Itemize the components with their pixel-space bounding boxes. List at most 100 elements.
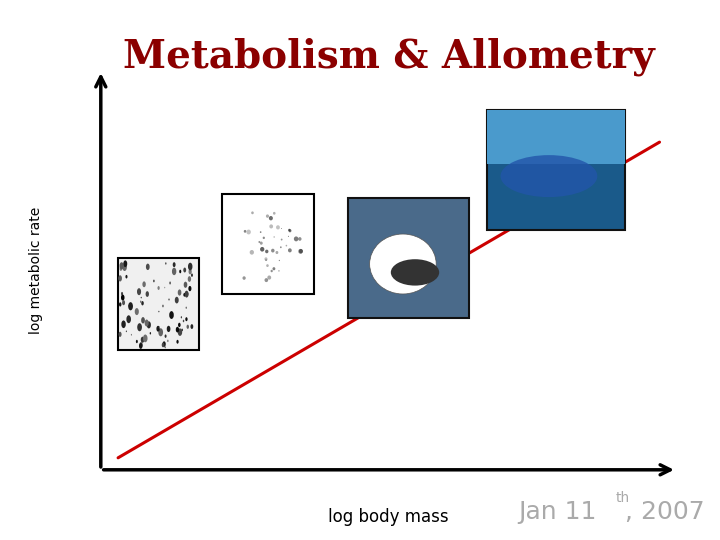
Ellipse shape [179, 269, 181, 273]
Ellipse shape [269, 225, 273, 228]
Ellipse shape [500, 155, 598, 197]
Ellipse shape [140, 297, 142, 299]
Ellipse shape [131, 334, 132, 336]
Ellipse shape [243, 276, 246, 280]
Ellipse shape [137, 288, 141, 295]
Ellipse shape [143, 281, 146, 287]
Ellipse shape [136, 340, 138, 343]
Ellipse shape [167, 326, 171, 332]
Ellipse shape [178, 323, 181, 327]
Ellipse shape [184, 282, 187, 288]
Ellipse shape [127, 315, 131, 323]
Ellipse shape [167, 340, 168, 342]
Ellipse shape [145, 291, 149, 297]
Bar [118, 258, 199, 350]
Ellipse shape [267, 275, 271, 280]
Ellipse shape [263, 237, 265, 239]
Ellipse shape [135, 308, 139, 315]
Ellipse shape [162, 343, 164, 347]
Ellipse shape [146, 264, 150, 270]
Ellipse shape [121, 294, 125, 301]
Bar [222, 194, 314, 294]
Text: log body mass: log body mass [328, 508, 449, 525]
Ellipse shape [158, 310, 159, 312]
Ellipse shape [125, 275, 127, 279]
Ellipse shape [118, 275, 122, 281]
Ellipse shape [150, 332, 151, 334]
Ellipse shape [143, 334, 148, 342]
Ellipse shape [172, 268, 176, 275]
Ellipse shape [184, 268, 186, 273]
Ellipse shape [244, 230, 246, 233]
Ellipse shape [298, 237, 302, 241]
Ellipse shape [269, 216, 273, 220]
Ellipse shape [251, 211, 253, 214]
Ellipse shape [260, 247, 264, 252]
Bar [348, 198, 469, 318]
Ellipse shape [189, 286, 192, 291]
Ellipse shape [276, 251, 279, 254]
Ellipse shape [286, 245, 287, 246]
Bar [487, 110, 625, 230]
Ellipse shape [163, 341, 166, 347]
Ellipse shape [186, 292, 189, 296]
Ellipse shape [181, 329, 183, 331]
Ellipse shape [250, 250, 254, 255]
Ellipse shape [272, 267, 275, 271]
Ellipse shape [140, 336, 144, 343]
Ellipse shape [281, 239, 282, 240]
Ellipse shape [123, 260, 127, 267]
Ellipse shape [158, 328, 163, 336]
Ellipse shape [298, 249, 302, 254]
Ellipse shape [176, 340, 179, 343]
Ellipse shape [158, 286, 160, 290]
Ellipse shape [191, 273, 193, 277]
Ellipse shape [141, 301, 144, 306]
Ellipse shape [120, 267, 122, 271]
Ellipse shape [265, 249, 269, 253]
Ellipse shape [266, 264, 269, 267]
Ellipse shape [184, 291, 189, 298]
Ellipse shape [165, 346, 166, 348]
Text: th: th [616, 491, 630, 505]
Ellipse shape [264, 257, 268, 261]
Ellipse shape [185, 317, 188, 321]
Ellipse shape [391, 259, 439, 286]
Ellipse shape [186, 307, 187, 309]
Ellipse shape [266, 214, 269, 218]
Ellipse shape [122, 300, 125, 305]
Ellipse shape [265, 259, 267, 261]
Text: Jan 11: Jan 11 [518, 500, 597, 524]
Ellipse shape [260, 231, 261, 233]
Ellipse shape [183, 320, 184, 322]
Ellipse shape [271, 249, 274, 253]
Ellipse shape [140, 342, 143, 348]
Ellipse shape [153, 280, 155, 282]
Ellipse shape [176, 327, 179, 333]
Ellipse shape [288, 229, 290, 231]
Ellipse shape [138, 289, 140, 293]
Ellipse shape [165, 262, 166, 265]
Ellipse shape [258, 241, 261, 243]
Ellipse shape [288, 236, 289, 237]
Ellipse shape [288, 248, 292, 252]
Ellipse shape [145, 320, 149, 327]
Ellipse shape [280, 246, 282, 248]
Ellipse shape [139, 343, 143, 349]
Ellipse shape [178, 328, 182, 336]
Ellipse shape [274, 237, 275, 238]
Ellipse shape [169, 311, 174, 319]
Text: Metabolism & Allometry: Metabolism & Allometry [123, 38, 654, 76]
Ellipse shape [122, 263, 127, 271]
Ellipse shape [138, 323, 142, 331]
Text: log metabolic rate: log metabolic rate [29, 206, 43, 334]
Ellipse shape [147, 321, 151, 328]
Ellipse shape [273, 212, 276, 215]
Bar [487, 110, 625, 164]
Ellipse shape [188, 276, 191, 282]
Ellipse shape [369, 234, 436, 294]
Ellipse shape [186, 325, 189, 329]
Ellipse shape [162, 305, 163, 307]
Ellipse shape [141, 317, 145, 323]
Ellipse shape [188, 262, 192, 271]
